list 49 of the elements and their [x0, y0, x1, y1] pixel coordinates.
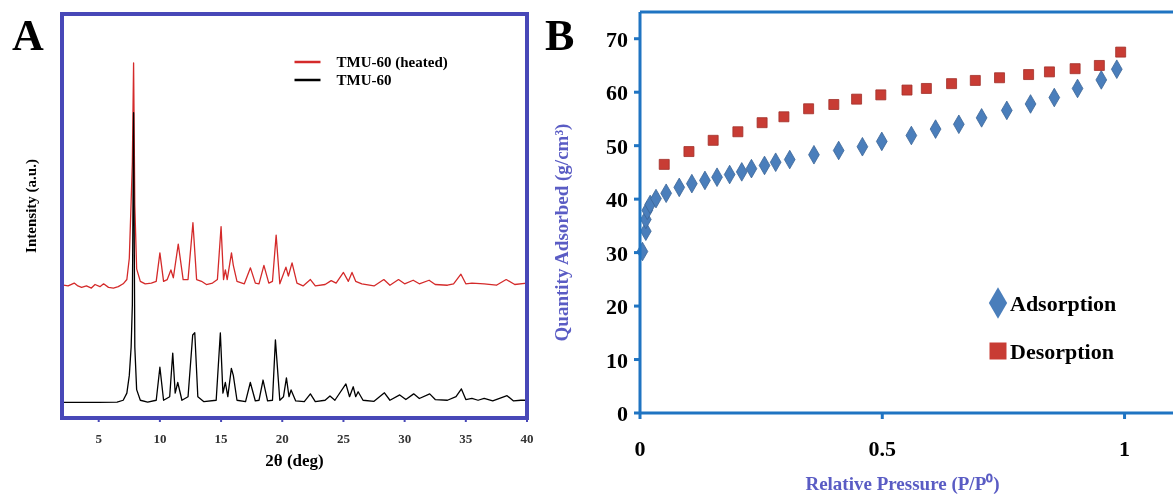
x-tick-label: 5 — [95, 431, 103, 446]
legend-label: TMU-60 — [336, 72, 392, 89]
point — [920, 83, 932, 94]
point — [969, 75, 981, 86]
y-tick-label: 70 — [606, 26, 628, 52]
x-tick-label: 0 — [634, 436, 646, 461]
y-tick-label: 40 — [606, 187, 628, 213]
x-tick-label: 15 — [214, 431, 229, 446]
point — [1044, 66, 1055, 78]
y-tick-label: 10 — [606, 347, 628, 373]
x-tick-label: 10 — [153, 431, 167, 446]
point — [1093, 60, 1105, 71]
y-tick-label: 50 — [606, 133, 628, 159]
x-tick-label: 1 — [1119, 436, 1131, 461]
y-tick-label: 0 — [617, 401, 628, 426]
x-tick-label: 30 — [398, 431, 412, 446]
point — [851, 93, 862, 105]
point — [828, 99, 840, 110]
point — [901, 84, 913, 96]
y-tick-label: 30 — [606, 240, 628, 266]
point — [658, 158, 670, 170]
point — [1069, 63, 1081, 75]
point — [683, 146, 695, 157]
x-tick-label: 25 — [336, 431, 351, 446]
chart-title: A — [12, 11, 44, 60]
point — [946, 78, 957, 90]
legend-label: Desorption — [1010, 338, 1114, 364]
point — [707, 134, 719, 146]
x-tick-label: 40 — [520, 431, 534, 446]
x-tick-label: 20 — [275, 431, 289, 446]
point — [778, 111, 790, 123]
point — [732, 126, 744, 138]
point — [1023, 69, 1035, 80]
chart-title: B — [545, 11, 575, 60]
point — [1115, 46, 1127, 58]
x-axis-title: 2θ (deg) — [265, 451, 324, 470]
legend-label: Adsorption — [1010, 290, 1117, 316]
point — [803, 103, 815, 115]
y-axis-title: Intensity (a.u.) — [23, 159, 40, 253]
point — [994, 72, 1005, 84]
point — [875, 89, 887, 101]
y-tick-label: 20 — [606, 294, 628, 320]
y-tick-label: 60 — [606, 80, 628, 106]
legend-label: TMU-60 (heated) — [336, 54, 448, 72]
y-axis-title: Quantity Adsorbed (g/cm³) — [551, 123, 573, 342]
x-tick-label: 0.5 — [868, 436, 897, 461]
point — [756, 117, 768, 129]
x-axis-title: Relative Pressure (P/P⁰) — [805, 473, 1000, 495]
x-tick-label: 35 — [459, 431, 473, 446]
